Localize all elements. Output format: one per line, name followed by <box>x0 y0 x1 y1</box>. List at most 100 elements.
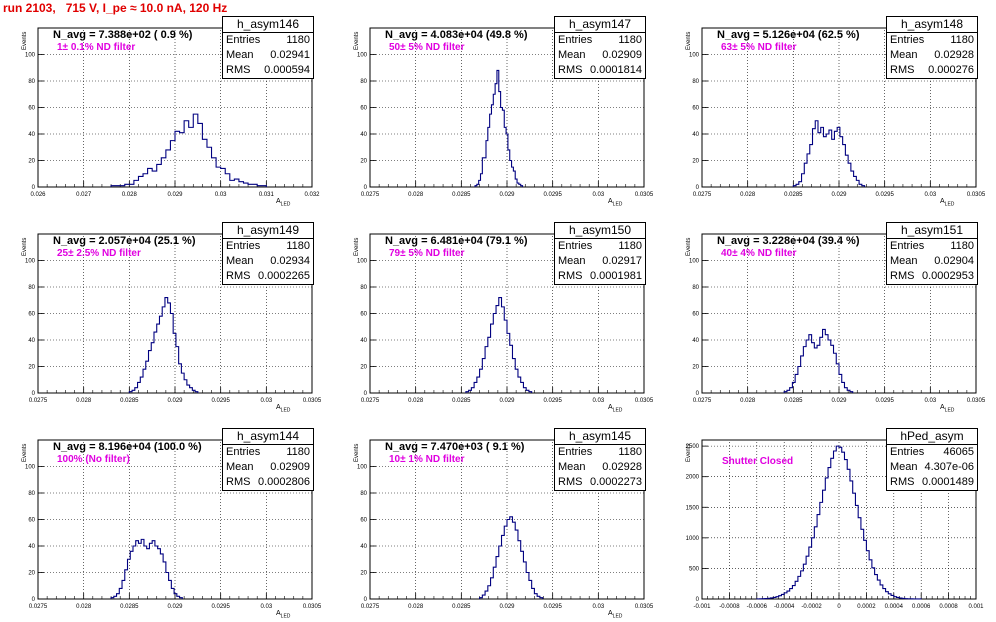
x-tick-label: 0.03 <box>592 192 604 198</box>
y-axis-label: Events <box>686 443 692 462</box>
x-tick-label: 0.026 <box>30 192 46 198</box>
y-tick-label: 60 <box>360 518 367 524</box>
x-tick-label: 0.029 <box>831 192 847 198</box>
filter-label: 63± 5% ND filter <box>721 42 797 53</box>
y-tick-label: 60 <box>28 518 35 524</box>
x-axis-label-main: A <box>276 404 281 411</box>
y-axis-label: Events <box>22 443 28 462</box>
x-tick-label: 0.0275 <box>693 192 712 198</box>
stats-label-mean: Mean <box>890 49 918 61</box>
stats-row-entries: Entries 1180 <box>887 33 977 48</box>
stats-label-rms: RMS <box>226 476 251 488</box>
x-tick-label: 0.028 <box>408 398 424 404</box>
x-axis-label-subscript: LED <box>612 407 623 414</box>
filter-label: 1± 0.1% ND filter <box>57 42 136 53</box>
y-tick-label: 60 <box>692 312 699 318</box>
x-tick-label: -0.001 <box>693 604 711 610</box>
stats-row-mean: Mean 0.02928 <box>555 460 645 475</box>
stats-row-mean: Mean 0.02904 <box>887 254 977 269</box>
y-tick-label: 20 <box>28 571 35 577</box>
stats-row-entries: Entries 46065 <box>887 445 977 460</box>
stats-row-entries: Entries 1180 <box>887 239 977 254</box>
navg-label: N_avg = 7.470e+03 ( 9.1 %) <box>385 441 525 453</box>
y-tick-label: 0 <box>364 597 368 603</box>
x-axis-label: ALED <box>608 404 622 413</box>
filter-label: 40± 4% ND filter <box>721 248 797 259</box>
x-tick-label: 0.0295 <box>211 604 230 610</box>
y-tick-label: 1000 <box>686 536 700 542</box>
x-axis-label: ALED <box>276 610 290 619</box>
x-tick-label: 0.0305 <box>303 398 322 404</box>
y-tick-label: 500 <box>689 566 700 572</box>
histogram-series-line <box>792 120 866 187</box>
x-tick-label: 0.0275 <box>29 398 48 404</box>
y-tick-label: 0 <box>696 391 700 397</box>
y-tick-label: 40 <box>28 544 35 550</box>
stats-value-entries: 1180 <box>618 446 642 458</box>
stats-value-mean: 4.307e-06 <box>924 461 974 473</box>
y-axis-label: Events <box>686 31 692 50</box>
x-axis-label: ALED <box>608 198 622 207</box>
y-axis-label: Events <box>354 443 360 462</box>
x-tick-label: 0.03 <box>924 398 936 404</box>
y-tick-label: 80 <box>692 285 699 291</box>
stats-value-rms: 0.000276 <box>928 64 974 76</box>
navg-label: N_avg = 8.196e+04 (100.0 %) <box>53 441 202 453</box>
stats-row-rms: RMS 0.0001814 <box>555 63 645 78</box>
stats-label-mean: Mean <box>890 461 918 473</box>
histogram-name: h_asym151 <box>887 223 977 239</box>
stats-value-rms: 0.0002273 <box>590 476 642 488</box>
stats-row-mean: Mean 0.02934 <box>223 254 313 269</box>
x-tick-label: 0.03 <box>924 192 936 198</box>
stats-row-mean: Mean 0.02917 <box>555 254 645 269</box>
stats-value-mean: 0.02928 <box>934 49 974 61</box>
x-tick-label: 0.0275 <box>361 398 380 404</box>
stats-value-mean: 0.02941 <box>270 49 310 61</box>
x-axis-label: ALED <box>276 198 290 207</box>
y-tick-label: 80 <box>360 285 367 291</box>
stats-value-rms: 0.0002953 <box>922 270 974 282</box>
x-tick-label: 0.029 <box>499 398 515 404</box>
histogram-panel-hPed_asym: -0.001 -0.0008 -0.0006 -0.0004 -0.0002 0 0.000… <box>664 426 984 622</box>
x-tick-label: 0.027 <box>76 192 92 198</box>
x-tick-label: 0.001 <box>968 604 984 610</box>
stats-row-entries: Entries 1180 <box>223 33 313 48</box>
stats-label-rms: RMS <box>890 64 915 76</box>
histogram-series-line <box>465 297 533 393</box>
stats-value-entries: 1180 <box>618 240 642 252</box>
navg-label: N_avg = 3.228e+04 (39.4 %) <box>717 235 860 247</box>
x-axis-label-subscript: LED <box>944 407 955 414</box>
stats-label-entries: Entries <box>226 446 261 458</box>
x-tick-label: 0.0295 <box>543 192 562 198</box>
filter-label: 10± 1% ND filter <box>389 454 465 465</box>
histogram-name: h_asym148 <box>887 17 977 33</box>
page-title: run 2103, 715 V, I_pe ≈ 10.0 nA, 120 Hz <box>3 1 228 15</box>
y-tick-label: 60 <box>360 106 367 112</box>
x-tick-label: 0.028 <box>408 192 424 198</box>
y-tick-label: 80 <box>360 491 367 497</box>
x-axis-label-main: A <box>940 198 945 205</box>
x-tick-label: 0.0305 <box>967 192 986 198</box>
filter-label: 25± 2.5% ND filter <box>57 248 141 259</box>
x-tick-label: 0.032 <box>304 192 320 198</box>
histogram-panel-h_asym146: 0.026 0.027 0.028 0.029 0.03 0.031 0.032 0 20 40 6… <box>0 14 320 210</box>
x-axis-label: ALED <box>276 404 290 413</box>
x-tick-label: 0.03 <box>592 604 604 610</box>
y-tick-label: 20 <box>692 159 699 165</box>
y-tick-label: 100 <box>689 53 700 59</box>
x-tick-label: 0.0305 <box>635 192 654 198</box>
histogram-series-line <box>110 538 183 599</box>
histogram-series-line <box>128 297 199 393</box>
y-tick-label: 100 <box>25 465 36 471</box>
histogram-series-line <box>110 113 267 187</box>
x-tick-label: 0.0295 <box>211 398 230 404</box>
histogram-panel-h_asym148: 0.0275 0.028 0.0285 0.029 0.0295 0.03 0.0305 0 2… <box>664 14 986 210</box>
histogram-series-line <box>474 69 524 187</box>
histogram-name: h_asym147 <box>555 17 645 33</box>
y-tick-label: 40 <box>360 338 367 344</box>
histogram-name: h_asym146 <box>223 17 313 33</box>
stats-row-entries: Entries 1180 <box>555 33 645 48</box>
stats-label-mean: Mean <box>890 255 918 267</box>
y-tick-label: 100 <box>357 259 368 265</box>
x-tick-label: 0.0275 <box>361 604 380 610</box>
